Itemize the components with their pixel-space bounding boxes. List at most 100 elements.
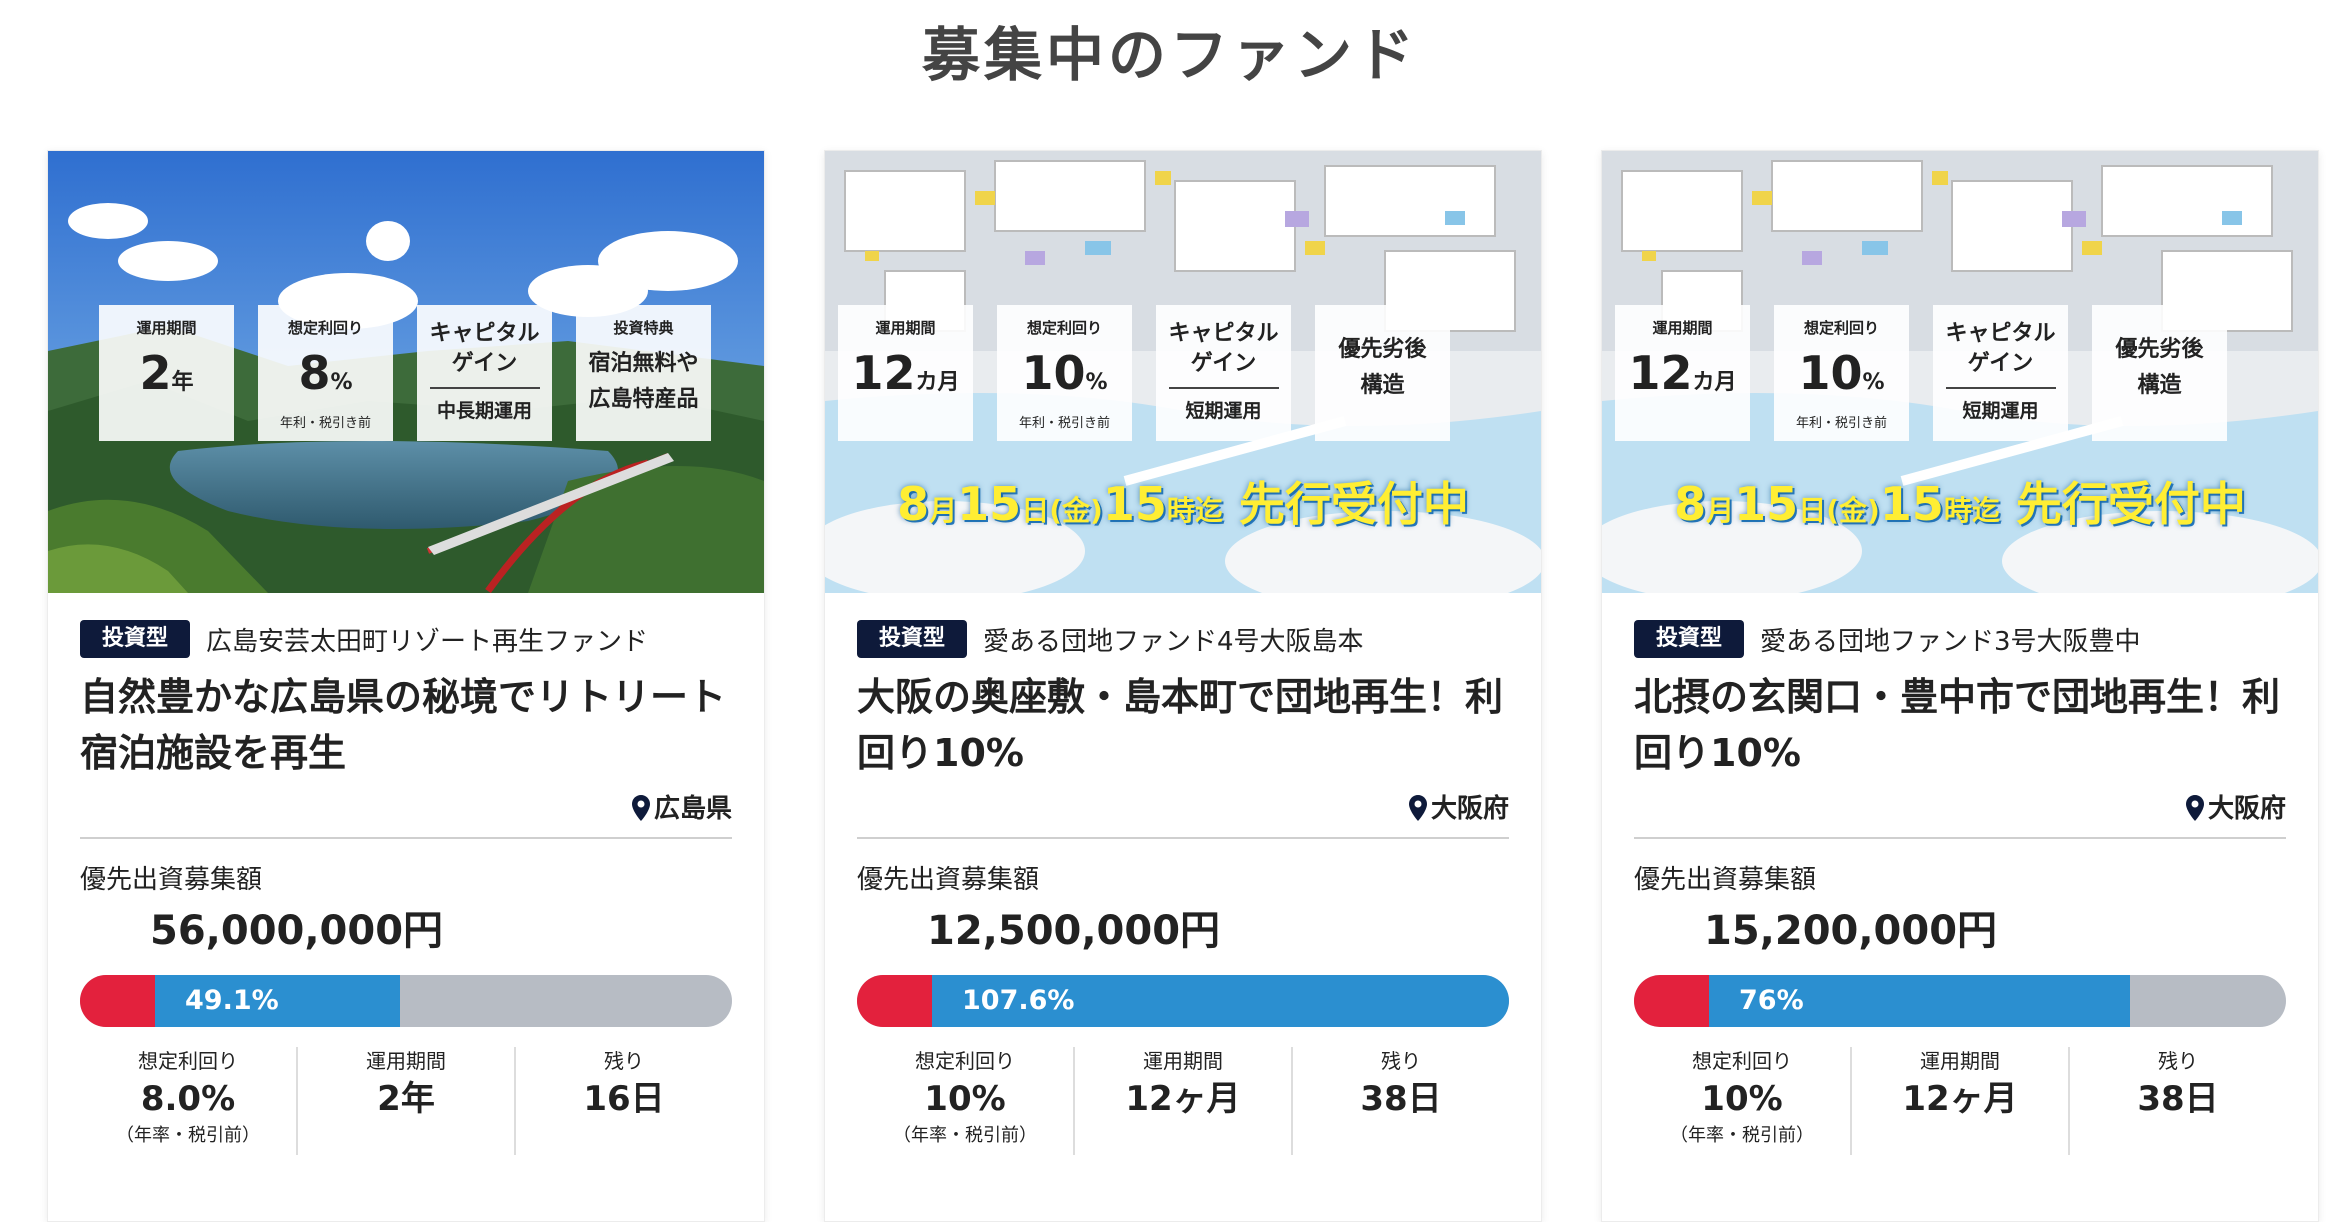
banner-hour-unit: 時迄 [1166,494,1223,527]
info-caption: 投資特典 [613,319,674,337]
info-number: 8 [298,346,331,400]
stat-value: 10% [924,1079,1006,1119]
banner-day: 15 [957,477,1022,531]
info-box-term: 運用期間 2年 [99,305,234,441]
stat-label: 想定利回り [138,1049,238,1073]
amount-label: 優先出資募集額 [80,865,263,895]
stat-value: 16日 [583,1079,665,1119]
info-box-term: 運用期間 12カ月 [838,305,973,441]
stats-row: 想定利回り 8.0% （年率・税引前） 運用期間 2年 残り 16日 [80,1047,732,1155]
info-value: 10% [997,341,1132,415]
stat-label: 残り [1381,1049,1421,1073]
progress-percent: 76% [1739,985,1804,1016]
stat-yield: 想定利回り 10% （年率・税引前） [857,1047,1073,1155]
info-line: 優先劣後 [1338,337,1427,362]
map-pin-icon [1408,795,1427,821]
banner-day: 15 [1734,477,1799,531]
card-body: 投資型 愛ある団地ファンド3号大阪豊中 北摂の玄関口・豊中市で団地再生！利回り1… [1634,619,2286,1155]
fund-catchphrase[interactable]: 自然豊かな広島県の秘境でリトリート宿泊施設を再生 [80,675,727,775]
banner-day-unit: 日 [1798,494,1827,527]
info-line: ゲイン [1190,351,1257,376]
stats-row: 想定利回り 10% （年率・税引前） 運用期間 12ヶ月 残り 38日 [1634,1047,2286,1155]
stat-yield: 想定利回り 10% （年率・税引前） [1634,1047,1850,1155]
stat-remaining: 残り 16日 [514,1047,732,1155]
location: 広島県 [80,789,732,829]
section-title: 募集中のファンド [921,21,1418,89]
banner-month: 8 [1674,477,1707,531]
banner-hour: 15 [1102,477,1167,531]
progress-red-segment [857,975,932,1027]
stats-row: 想定利回り 10% （年率・税引前） 運用期間 12ヶ月 残り 38日 [857,1047,1509,1155]
info-line: 広島特産品 [588,387,699,412]
location-text: 広島県 [653,794,732,824]
map-pin-icon [2185,795,2204,821]
stat-value: 12ヶ月 [1125,1079,1241,1119]
progress-bar: 107.6% [857,975,1509,1027]
fund-name[interactable]: 広島安芸太田町リゾート再生ファンド [206,626,649,657]
stat-value: 38日 [2137,1079,2219,1119]
early-reception-banner: 8月15日(金)15時迄 先行受付中 [825,469,1541,546]
amount-label: 優先出資募集額 [1634,865,1817,895]
info-unit: % [1085,370,1108,395]
early-reception-banner: 8月15日(金)15時迄 先行受付中 [1602,469,2318,546]
banner-weekday: (金) [1049,494,1103,527]
amount-label: 優先出資募集額 [857,865,1040,895]
progress-red-segment [80,975,155,1027]
info-line: ゲイン [451,351,518,376]
stat-value: 2年 [377,1079,435,1119]
info-rule [1945,387,2056,389]
location: 大阪府 [857,789,1509,829]
info-line: 構造 [1360,373,1405,398]
info-unit: % [1862,370,1885,395]
stat-label: 想定利回り [915,1049,1015,1073]
divider [1634,837,2286,839]
location: 大阪府 [1634,789,2286,829]
banner-text: 先行受付中 [1238,477,1469,531]
fund-catchphrase[interactable]: 北摂の玄関口・豊中市で団地再生！利回り10% [1634,675,2281,775]
tag-row: 投資型 愛ある団地ファンド4号大阪島本 [857,619,1509,659]
stat-remaining: 残り 38日 [2068,1047,2286,1155]
info-number: 12 [851,346,916,400]
info-rule [1168,387,1279,389]
stat-value: 10% [1701,1079,1783,1119]
card-body: 投資型 愛ある団地ファンド4号大阪島本 大阪の奥座敷・島本町で団地再生！利回り1… [857,619,1509,1155]
stat-value: 12ヶ月 [1902,1079,2018,1119]
info-box-capital: キャピタル ゲイン 中長期運用 [417,305,552,441]
info-line: キャピタル [1945,321,2056,346]
stat-term: 運用期間 12ヶ月 [1850,1047,2068,1155]
fund-card-shimamoto[interactable]: 運用期間 12カ月 想定利回り 10% 年利・税引き前 キャピタル ゲイン 短期… [824,150,1542,1222]
fund-image-shimamoto[interactable]: 運用期間 12カ月 想定利回り 10% 年利・税引き前 キャピタル ゲイン 短期… [825,151,1541,593]
info-box-benefit: 投資特典 宿泊無料や 広島特産品 [576,305,711,441]
banner-month-unit: 月 [1706,494,1735,527]
stat-label: 運用期間 [366,1049,446,1073]
location-text: 大阪府 [1430,794,1509,824]
stat-value: 38日 [1360,1079,1442,1119]
info-unit: % [330,370,353,395]
info-line: キャピタル [1168,321,1279,346]
info-line: 宿泊無料や [588,351,699,376]
type-tag: 投資型 [1634,620,1745,658]
type-tag: 投資型 [857,620,968,658]
fund-card-hiroshima[interactable]: 運用期間 2年 想定利回り 8% 年利・税引き前 キャピタル ゲイン 中長期運用… [47,150,765,1222]
banner-month: 8 [897,477,930,531]
stat-note: （年率・税引前） [1670,1125,1814,1146]
stat-term: 運用期間 2年 [296,1047,514,1155]
stat-label: 残り [2158,1049,2198,1073]
fund-card-toyonaka[interactable]: 運用期間 12カ月 想定利回り 10% 年利・税引き前 キャピタル ゲイン 短期… [1601,150,2319,1222]
fund-name[interactable]: 愛ある団地ファンド3号大阪豊中 [1760,626,2141,657]
banner-hour-unit: 時迄 [1943,494,2000,527]
info-box-structure: 優先劣後 構造 [2092,305,2227,441]
fund-catchphrase[interactable]: 大阪の奥座敷・島本町で団地再生！利回り10% [857,675,1504,775]
info-line: ゲイン [1967,351,2034,376]
fund-image-toyonaka[interactable]: 運用期間 12カ月 想定利回り 10% 年利・税引き前 キャピタル ゲイン 短期… [1602,151,2318,593]
banner-day-unit: 日 [1021,494,1050,527]
info-number: 10 [1798,346,1863,400]
banner-weekday: (金) [1826,494,1880,527]
divider [857,837,1509,839]
fund-name[interactable]: 愛ある団地ファンド4号大阪島本 [983,626,1364,657]
stat-value: 8.0% [140,1079,236,1119]
progress-percent: 107.6% [962,985,1075,1016]
fund-image-hiroshima[interactable]: 運用期間 2年 想定利回り 8% 年利・税引き前 キャピタル ゲイン 中長期運用… [48,151,764,593]
stat-label: 想定利回り [1692,1049,1792,1073]
info-sub: 中長期運用 [436,400,532,422]
